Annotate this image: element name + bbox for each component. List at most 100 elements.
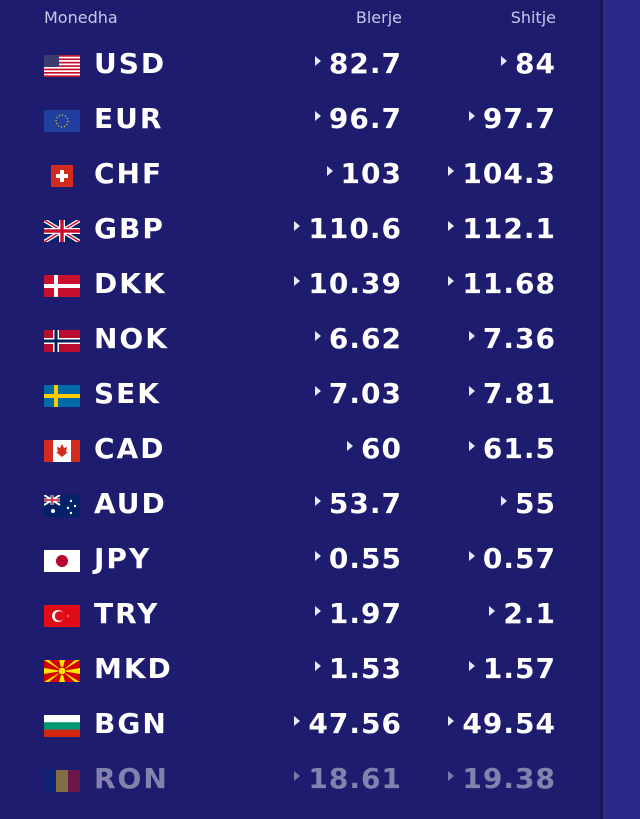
caret-right-icon [347, 441, 354, 451]
buy-rate: 110.6 [294, 212, 402, 245]
buy-rate: 6.62 [314, 322, 402, 355]
buy-rate: 47.56 [294, 707, 402, 740]
currency-code: CAD [94, 432, 166, 465]
buy-rate: 7.03 [314, 377, 402, 410]
caret-right-icon [448, 771, 455, 781]
buy-rate: 103 [326, 157, 402, 190]
sell-rate: 19.38 [448, 762, 556, 795]
caret-right-icon [314, 386, 321, 396]
rate-row-try: TRY 1.97 2.1 [0, 591, 600, 646]
caret-right-icon [448, 276, 455, 286]
sell-rate: 55 [501, 487, 556, 520]
us-flag-icon [44, 55, 80, 77]
sell-rate: 0.57 [468, 542, 556, 575]
buy-rate: 1.97 [314, 597, 402, 630]
sell-rate: 49.54 [448, 707, 556, 740]
rate-row-gbp: GBP 110.6 112.1 [0, 206, 600, 261]
caret-right-icon [468, 551, 475, 561]
caret-right-icon [314, 111, 321, 121]
au-flag-icon [44, 495, 80, 517]
sell-rate: 7.81 [468, 377, 556, 410]
caret-right-icon [468, 331, 475, 341]
currency-code: MKD [94, 652, 173, 685]
eu-flag-icon [44, 110, 80, 132]
buy-rate: 10.39 [294, 267, 402, 300]
header-currency: Monedha [44, 8, 118, 27]
caret-right-icon [448, 166, 455, 176]
caret-right-icon [314, 551, 321, 561]
caret-right-icon [294, 276, 301, 286]
currency-code: JPY [94, 542, 152, 575]
currency-code: AUD [94, 487, 167, 520]
rate-row-cad: CAD 60 61.5 [0, 426, 600, 481]
caret-right-icon [294, 716, 301, 726]
caret-right-icon [501, 56, 508, 66]
currency-code: DKK [94, 267, 167, 300]
sell-rate: 11.68 [448, 267, 556, 300]
sell-rate: 97.7 [468, 102, 556, 135]
rate-row-aud: AUD 53.7 55 [0, 481, 600, 536]
caret-right-icon [294, 771, 301, 781]
caret-right-icon [468, 441, 475, 451]
buy-rate: 96.7 [314, 102, 402, 135]
se-flag-icon [44, 385, 80, 407]
caret-right-icon [326, 166, 333, 176]
currency-code: GBP [94, 212, 165, 245]
rate-row-sek: SEK 7.03 7.81 [0, 371, 600, 426]
sell-rate: 2.1 [489, 597, 556, 630]
table-header: Monedha Blerje Shitje [0, 0, 600, 36]
buy-rate: 60 [347, 432, 402, 465]
rate-row-usd: USD 82.7 84 [0, 41, 600, 96]
caret-right-icon [501, 496, 508, 506]
rate-row-ron: RON 18.61 19.38 [0, 756, 600, 811]
ch-flag-icon [44, 165, 80, 187]
caret-right-icon [314, 331, 321, 341]
caret-right-icon [468, 661, 475, 671]
buy-rate: 1.53 [314, 652, 402, 685]
ca-flag-icon [44, 440, 80, 462]
currency-code: TRY [94, 597, 160, 630]
rate-row-nok: NOK 6.62 7.36 [0, 316, 600, 371]
sell-rate: 84 [501, 47, 556, 80]
header-sell: Shitje [510, 8, 556, 27]
currency-code: NOK [94, 322, 169, 355]
buy-rate: 82.7 [314, 47, 402, 80]
header-buy: Blerje [355, 8, 402, 27]
dk-flag-icon [44, 275, 80, 297]
buy-rate: 53.7 [314, 487, 402, 520]
rate-row-chf: CHF 103 104.3 [0, 151, 600, 206]
sell-rate: 7.36 [468, 322, 556, 355]
sell-rate: 1.57 [468, 652, 556, 685]
bg-flag-icon [44, 715, 80, 737]
caret-right-icon [468, 386, 475, 396]
buy-rate: 0.55 [314, 542, 402, 575]
caret-right-icon [314, 496, 321, 506]
caret-right-icon [294, 221, 301, 231]
mk-flag-icon [44, 660, 80, 682]
currency-code: USD [94, 47, 167, 80]
buy-rate: 18.61 [294, 762, 402, 795]
currency-code: CHF [94, 157, 164, 190]
rate-row-jpy: JPY 0.55 0.57 [0, 536, 600, 591]
rate-row-dkk: DKK 10.39 11.68 [0, 261, 600, 316]
caret-right-icon [468, 111, 475, 121]
rate-row-eur: EUR 96.7 97.7 [0, 96, 600, 151]
rate-row-mkd: MKD 1.53 1.57 [0, 646, 600, 701]
tr-flag-icon [44, 605, 80, 627]
side-strip [603, 0, 640, 819]
caret-right-icon [448, 716, 455, 726]
caret-right-icon [448, 221, 455, 231]
gb-flag-icon [44, 220, 80, 242]
currency-code: SEK [94, 377, 161, 410]
caret-right-icon [314, 661, 321, 671]
currency-code: EUR [94, 102, 164, 135]
caret-right-icon [489, 606, 496, 616]
exchange-rate-panel: Monedha Blerje Shitje USD 82.7 84 [0, 0, 600, 811]
caret-right-icon [314, 56, 321, 66]
sell-rate: 112.1 [448, 212, 556, 245]
sell-rate: 61.5 [468, 432, 556, 465]
currency-code: BGN [94, 707, 168, 740]
panel-divider [600, 0, 603, 819]
ro-flag-icon [44, 770, 80, 792]
no-flag-icon [44, 330, 80, 352]
